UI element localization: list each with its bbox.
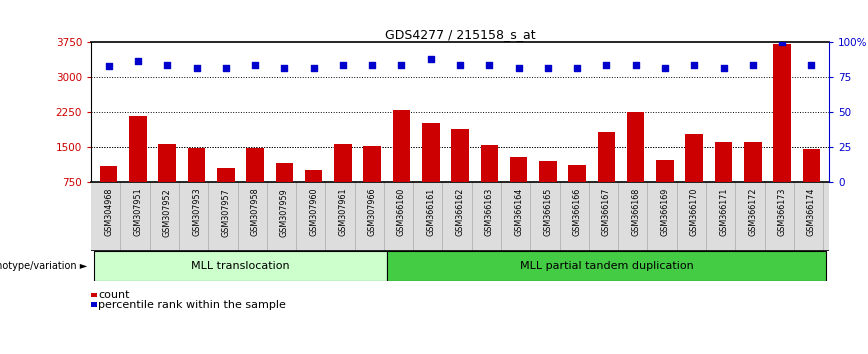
Bar xyxy=(247,148,264,182)
Text: GSM366174: GSM366174 xyxy=(807,188,816,236)
Bar xyxy=(364,147,381,182)
Text: GSM366172: GSM366172 xyxy=(748,188,757,236)
Point xyxy=(805,62,819,68)
Text: GSM307953: GSM307953 xyxy=(192,188,201,236)
Bar xyxy=(656,160,674,182)
Point xyxy=(278,65,292,70)
Bar xyxy=(392,110,411,182)
Bar xyxy=(275,163,293,182)
Bar xyxy=(569,165,586,182)
Text: count: count xyxy=(98,290,130,300)
Text: genotype/variation ►: genotype/variation ► xyxy=(0,261,87,272)
Point xyxy=(775,40,789,45)
Point xyxy=(746,62,760,68)
Point xyxy=(541,65,555,70)
Bar xyxy=(714,142,733,182)
Point xyxy=(453,62,467,68)
Bar xyxy=(94,251,387,281)
Text: GSM366160: GSM366160 xyxy=(397,188,406,236)
Text: GSM307952: GSM307952 xyxy=(163,188,172,236)
Text: GSM307957: GSM307957 xyxy=(221,188,230,236)
Text: MLL translocation: MLL translocation xyxy=(191,261,290,272)
Point xyxy=(628,62,642,68)
Text: GSM366161: GSM366161 xyxy=(426,188,435,236)
Bar xyxy=(773,44,791,182)
Text: MLL partial tandem duplication: MLL partial tandem duplication xyxy=(520,261,694,272)
Text: GSM307960: GSM307960 xyxy=(309,188,319,236)
Point xyxy=(717,65,731,70)
Text: GSM366163: GSM366163 xyxy=(485,188,494,236)
Point xyxy=(102,63,115,69)
Text: GSM366168: GSM366168 xyxy=(631,188,641,236)
Bar xyxy=(627,113,644,182)
Bar xyxy=(803,149,820,182)
Text: GSM366164: GSM366164 xyxy=(514,188,523,236)
Bar xyxy=(305,170,322,182)
Bar xyxy=(451,129,469,182)
Bar xyxy=(510,157,528,182)
Bar xyxy=(334,144,352,182)
Bar xyxy=(539,161,556,182)
Text: GSM307959: GSM307959 xyxy=(279,188,289,236)
Point xyxy=(395,62,409,68)
Bar xyxy=(387,251,826,281)
Bar xyxy=(159,144,176,182)
Point xyxy=(483,62,496,68)
Text: GSM366166: GSM366166 xyxy=(573,188,582,236)
Bar xyxy=(187,148,206,182)
Point xyxy=(248,62,262,68)
Point xyxy=(365,62,379,68)
Text: GSM366162: GSM366162 xyxy=(456,188,464,236)
Bar xyxy=(744,142,761,182)
Text: percentile rank within the sample: percentile rank within the sample xyxy=(98,299,286,310)
Text: GSM307958: GSM307958 xyxy=(251,188,260,236)
Text: GSM304968: GSM304968 xyxy=(104,188,113,236)
Bar xyxy=(422,123,439,182)
Point xyxy=(189,65,203,70)
Point xyxy=(570,65,584,70)
Point xyxy=(161,62,174,68)
Bar xyxy=(129,116,147,182)
Point xyxy=(600,62,614,68)
Bar xyxy=(100,166,117,182)
Point xyxy=(424,56,437,62)
Text: GSM366169: GSM366169 xyxy=(661,188,669,236)
Bar xyxy=(217,169,234,182)
Point xyxy=(219,65,233,70)
Text: GSM307951: GSM307951 xyxy=(134,188,142,236)
Text: GSM366167: GSM366167 xyxy=(602,188,611,236)
Point xyxy=(306,65,320,70)
Title: GDS4277 / 215158_s_at: GDS4277 / 215158_s_at xyxy=(385,28,536,41)
Point xyxy=(131,58,145,63)
Point xyxy=(658,65,672,70)
Bar xyxy=(686,134,703,182)
Text: GSM366170: GSM366170 xyxy=(690,188,699,236)
Text: GSM366171: GSM366171 xyxy=(719,188,728,236)
Point xyxy=(511,65,525,70)
Bar xyxy=(598,132,615,182)
Text: GSM366173: GSM366173 xyxy=(778,188,786,236)
Text: GSM307966: GSM307966 xyxy=(368,188,377,236)
Point xyxy=(336,62,350,68)
Point xyxy=(687,62,701,68)
Text: GSM366165: GSM366165 xyxy=(543,188,552,236)
Text: GSM307961: GSM307961 xyxy=(339,188,347,236)
Bar xyxy=(481,144,498,182)
